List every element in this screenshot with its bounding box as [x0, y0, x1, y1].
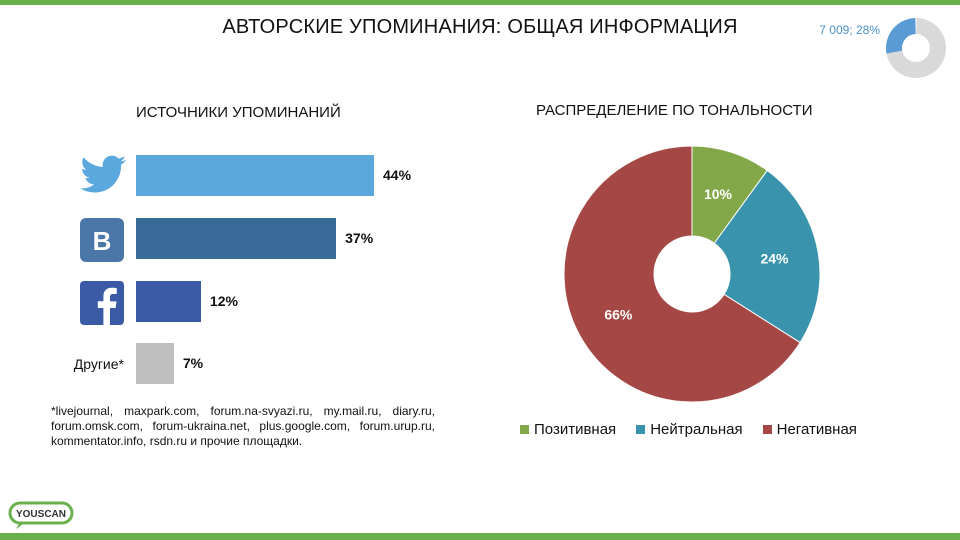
- other-sources-label: Другие*: [73, 356, 124, 372]
- legend-swatch: [520, 425, 529, 434]
- legend-item: Нейтральная: [636, 421, 743, 438]
- bar-2: [136, 218, 337, 259]
- donut-value-label: 10%: [704, 186, 733, 202]
- legend-label: Позитивная: [534, 421, 617, 438]
- summary-donut-highlight: [886, 18, 916, 54]
- bar-3: [136, 281, 201, 322]
- top-accent-bar: [0, 0, 960, 5]
- legend-label: Нейтральная: [650, 421, 743, 438]
- vk-logo-icon: В: [80, 218, 124, 262]
- tonality-legend: Позитивная Нейтральная Негативная: [520, 421, 857, 438]
- tonality-title: РАСПРЕДЕЛЕНИЕ ПО ТОНАЛЬНОСТИ: [536, 102, 813, 119]
- twitter-bird-icon: [80, 155, 126, 193]
- bar-4: [136, 343, 174, 384]
- footnote: *livejournal, maxpark.com, forum.na-svya…: [51, 404, 435, 448]
- legend-label: Негативная: [776, 421, 857, 438]
- bar-value-label: 44%: [383, 167, 412, 183]
- sources-title: ИСТОЧНИКИ УПОМИНАНИЙ: [136, 104, 341, 121]
- summary-label: 7 009; 28%: [819, 23, 880, 37]
- donut-slice-2: [713, 169, 821, 344]
- facebook-logo-icon: [80, 281, 124, 325]
- legend-item: Позитивная: [520, 421, 616, 438]
- donut-slice-3: [563, 145, 801, 403]
- tonality-donut-chart: 10% 24% 66%: [563, 145, 821, 403]
- bar-value-label: 37%: [345, 230, 374, 246]
- summary-donut-rest: [886, 18, 946, 78]
- bar-value-label: 7%: [182, 355, 204, 371]
- donut-value-label: 66%: [604, 306, 633, 322]
- youscan-logo: YOUSCAN: [8, 501, 74, 529]
- svg-text:В: В: [93, 226, 112, 256]
- svg-text:YOUSCAN: YOUSCAN: [16, 509, 66, 520]
- summary-donut: [886, 18, 946, 78]
- legend-swatch: [636, 425, 646, 434]
- legend-swatch: [762, 425, 772, 434]
- legend-item: Негативная: [762, 421, 857, 438]
- bar-value-label: 12%: [209, 293, 238, 309]
- donut-value-label: 24%: [760, 250, 789, 266]
- bottom-accent-bar: [0, 533, 960, 540]
- bar-1: [136, 155, 374, 196]
- slide-title: АВТОРСКИЕ УПОМИНАНИЯ: ОБЩАЯ ИНФОРМАЦИЯ: [222, 16, 738, 38]
